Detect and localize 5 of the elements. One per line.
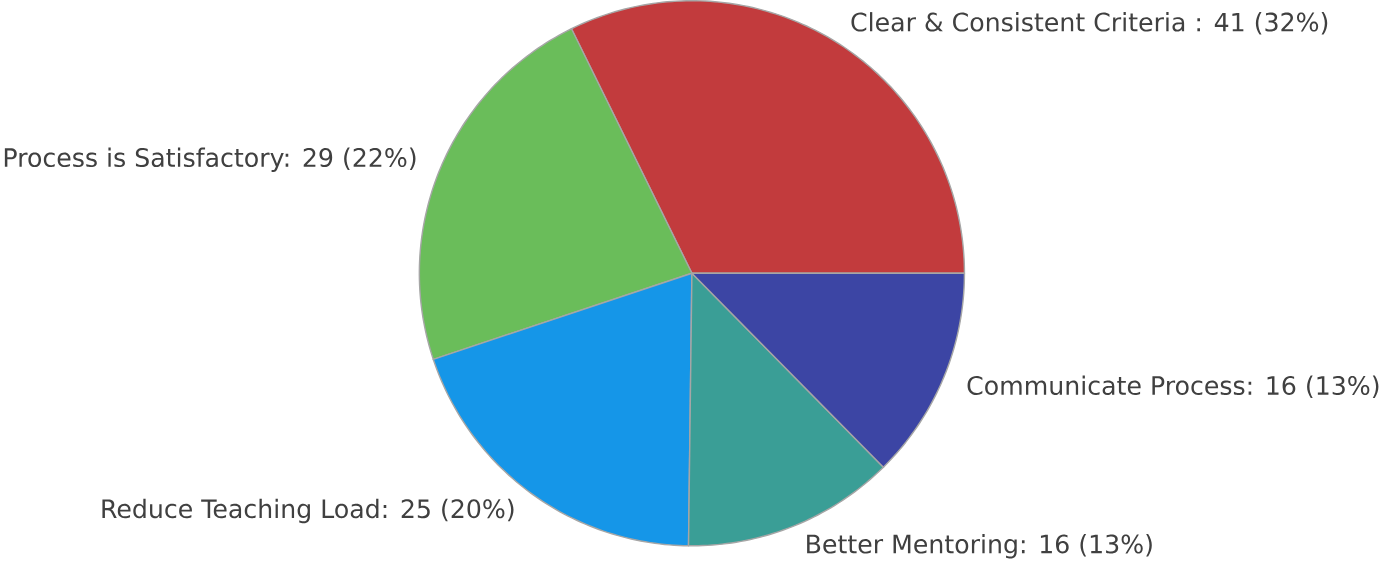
slice-label: Better Mentoring: 16 (13%) [807, 534, 1152, 559]
slice-label: Reduce Teaching Load: 25 (20%) [102, 498, 514, 524]
slice-label: Clear & Consistent Criteria : 41 (32%) [851, 12, 1328, 35]
slice-label: Communicate Process: 16 (13%) [967, 375, 1379, 399]
slice-label: Process is Satisfactory: 29 (22%) [4, 147, 416, 173]
